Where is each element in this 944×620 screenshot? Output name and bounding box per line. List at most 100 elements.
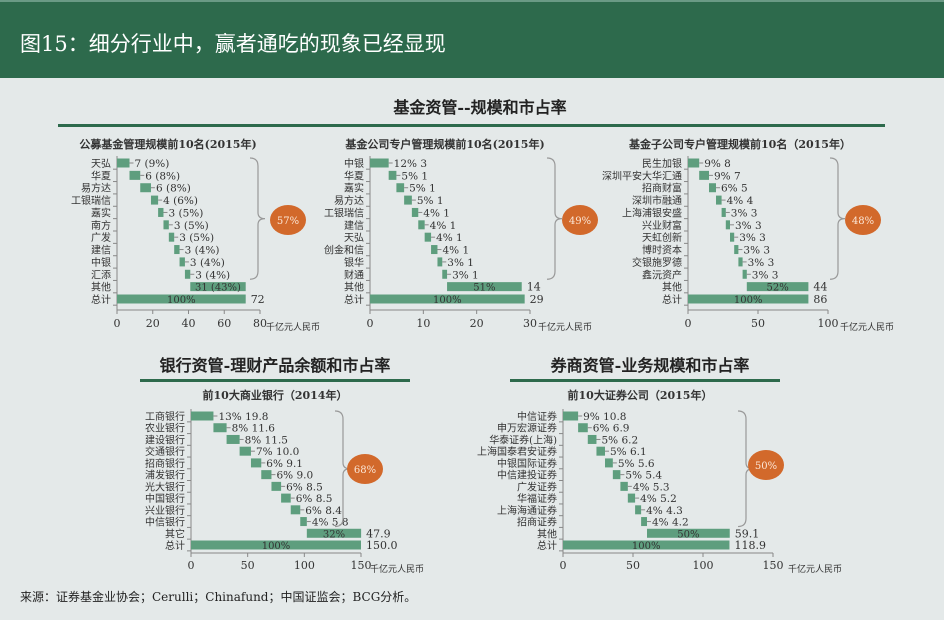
x-tick-label: 0 [367, 317, 374, 330]
bar-company [721, 207, 726, 217]
bar-company [290, 505, 301, 515]
bar-value-label: 4 (6%) [163, 195, 198, 207]
bar-company [730, 232, 735, 242]
brace [249, 157, 266, 280]
chart-title: 基金公司专户管理规模前10名(2015年) [344, 137, 544, 151]
x-axis-unit: 千亿元人民币 [370, 563, 424, 575]
category-label: 其他 [344, 281, 364, 294]
category-label: 其他 [662, 281, 682, 294]
section-title-bank: 银行资管-理财产品余额和市占率 [159, 356, 391, 375]
share-callout-label: 49% [569, 216, 591, 227]
bar-value-label: 3% 3 [739, 232, 766, 244]
category-label: 天虹创新 [642, 231, 682, 244]
bar-company [635, 505, 642, 515]
bar-value-label: 7 (9%) [135, 158, 170, 170]
category-label: 中信建投证券 [497, 469, 557, 482]
category-label: 总计 [91, 293, 111, 306]
bar-company [699, 170, 709, 180]
bar-value-label: 3 (4%) [185, 245, 220, 257]
bar-value-label: 9% 7 [714, 170, 741, 182]
category-label: 上海浦银安盛 [622, 206, 682, 219]
bar-inner-label: 31 (43%) [195, 283, 241, 294]
category-label: 中信证券 [517, 410, 557, 423]
category-label: 农业银行 [145, 422, 185, 435]
bar-company [281, 493, 291, 503]
section-rule-broker [510, 379, 780, 382]
x-tick-label: 10 [416, 317, 430, 330]
bar-value-label: 3% 3 [731, 207, 758, 219]
bar-company [418, 220, 425, 230]
bar-inner-label: 100% [167, 295, 196, 306]
bar-value-label: 3% 1 [452, 269, 479, 281]
x-tick-label: 60 [217, 317, 231, 330]
bar-company [250, 458, 262, 468]
category-label: 汇添 [91, 268, 111, 281]
x-tick-label: 0 [188, 559, 195, 572]
bar-value-label: 6% 8.5 [296, 493, 333, 505]
bar-company [300, 517, 307, 527]
category-label: 华泰证券(上海) [489, 433, 557, 446]
category-label: 中银国际证券 [497, 457, 557, 470]
bar-inner-label: 32% [323, 529, 345, 540]
bar-company [709, 183, 716, 193]
x-tick-label: 100 [294, 559, 315, 572]
bar-total [117, 294, 246, 304]
category-label: 工商银行 [145, 410, 185, 423]
bar-inner-label: 100% [433, 295, 462, 306]
category-label: 博时资本 [642, 244, 682, 257]
bar-value-label: 6% 8.4 [305, 505, 342, 517]
category-label: 嘉实 [91, 206, 111, 219]
bar-company [725, 220, 730, 230]
bar-company [388, 170, 397, 180]
bar-value-label: 4% 1 [436, 232, 463, 244]
bar-company [411, 207, 419, 217]
bar-value-label: 5% 5.4 [625, 470, 662, 482]
bar-value-label: 3% 3 [743, 245, 770, 257]
category-label: 建设银行 [145, 433, 185, 446]
bar-value-label: 7% 10.0 [256, 446, 299, 458]
category-label: 总计 [537, 539, 557, 552]
share-callout-label: 68% [354, 465, 376, 476]
bar-value-label: 3 (5%) [179, 232, 214, 244]
bar-value-label: 9% 10.8 [583, 411, 626, 423]
bar-value-label: 12% 3 [394, 158, 427, 170]
category-label: 浦发银行 [145, 469, 185, 482]
bar-company [742, 269, 747, 279]
bar-company [431, 245, 438, 255]
category-label: 招商财富 [642, 182, 682, 195]
bar-value-label: 6% 9.0 [276, 470, 313, 482]
category-label: 财通 [344, 268, 364, 281]
x-tick-label: 50 [241, 559, 255, 572]
bar-company [191, 411, 214, 421]
bar-value-label: 9% 8 [704, 158, 731, 170]
x-tick-label: 50 [626, 559, 640, 572]
bar-company [168, 232, 175, 242]
bar-value-label: 4% 5.2 [640, 493, 677, 505]
x-tick-label: 40 [182, 317, 196, 330]
bar-value-label: 3 (4%) [190, 257, 225, 269]
category-label: 工银瑞信 [71, 194, 111, 207]
bar-company [213, 423, 227, 433]
category-label: 总计 [165, 539, 185, 552]
bar-value-label: 13% 19.8 [218, 411, 268, 423]
category-label: 天弘 [91, 158, 111, 170]
bar-company [578, 423, 588, 433]
category-label: 交银施罗德 [632, 256, 682, 269]
category-label: 民生加银 [642, 157, 682, 170]
bar-value-label: 4% 4.3 [646, 505, 683, 517]
chart-title: 公募基金管理规模前10名(2015年) [79, 137, 256, 151]
bar-value-label: 6 (8%) [156, 183, 191, 195]
bar-company [605, 458, 613, 468]
bar-company [437, 257, 443, 267]
x-tick-label: 50 [751, 317, 765, 330]
category-label: 上海海通证券 [497, 504, 557, 517]
share-callout-label: 50% [755, 461, 777, 472]
bar-value-label: 29 [530, 293, 544, 306]
category-label: 银华 [344, 256, 364, 269]
bar-other [647, 528, 730, 538]
bar-company [163, 220, 169, 230]
category-label: 创金和信 [324, 244, 364, 257]
bar-company [424, 232, 432, 242]
section-title-fund: 基金资管--规模和市占率 [393, 98, 567, 117]
bar-company [117, 158, 130, 168]
